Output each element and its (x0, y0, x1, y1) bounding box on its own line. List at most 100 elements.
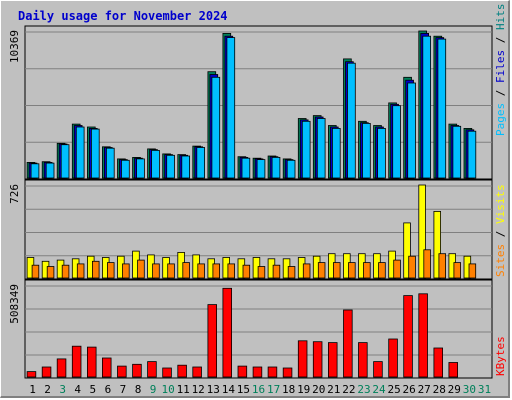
bar-kbytes-day-12 (192, 366, 202, 378)
bar-kbytes-day-21 (327, 342, 338, 378)
x-tick-label-day-6: 6 (105, 383, 112, 396)
bar-pages-day-6 (106, 147, 115, 179)
bar-sites-day-19 (302, 263, 311, 279)
bar-kbytes-day-14 (222, 287, 232, 378)
legend-item-visits: Visits (494, 184, 507, 224)
panel-requests: 10369 Pages / Files / Hits (8, 4, 507, 180)
x-tick-label-day-30: 30 (463, 383, 476, 396)
bar-visits-day-28 (433, 210, 441, 279)
bar-pages-day-24 (377, 127, 386, 179)
x-tick-label-day-4: 4 (74, 383, 81, 396)
bar-pages-day-25 (392, 105, 401, 179)
bar-kbytes-day-28 (433, 347, 443, 378)
bar-sites-day-5 (92, 260, 100, 279)
x-tick-label-day-12: 12 (192, 383, 205, 396)
x-tick-label-day-15: 15 (237, 383, 250, 396)
bar-sites-day-23 (363, 262, 371, 279)
bar-kbytes-day-8 (132, 363, 142, 378)
x-tick-label-day-16: 16 (252, 383, 265, 396)
bar-pages-day-18 (286, 159, 296, 179)
bar-pages-day-12 (196, 147, 206, 179)
legend-requests: Pages / Files / Hits (494, 4, 507, 137)
bar-pages-day-17 (271, 156, 281, 179)
bar-visits-day-26 (403, 222, 411, 279)
x-tick-label-day-10: 10 (161, 383, 174, 396)
bar-pages-day-2 (45, 162, 55, 179)
bar-sites-day-13 (212, 263, 220, 279)
x-tick-label-day-8: 8 (135, 383, 142, 396)
bar-kbytes-day-29 (448, 362, 458, 378)
x-tick-label-day-1: 1 (29, 383, 36, 396)
bar-kbytes-day-22 (343, 309, 353, 378)
bar-sites-day-11 (182, 262, 190, 279)
bar-kbytes-day-11 (177, 364, 187, 378)
bar-kbytes-day-16 (252, 366, 263, 378)
bar-kbytes-day-23 (358, 342, 368, 378)
bar-sites-day-1 (31, 264, 40, 279)
x-tick-label-day-29: 29 (448, 383, 461, 396)
x-tick-label-day-26: 26 (402, 383, 415, 396)
chart-panels: 10369 Pages / Files / Hits 726 Sites / Visi… (8, 4, 507, 379)
bar-kbytes-day-7 (117, 365, 127, 378)
bar-pages-day-28 (437, 38, 447, 179)
legend-item-hits: Hits (494, 4, 507, 31)
bar-kbytes-day-18 (282, 367, 293, 378)
x-tick-label-day-14: 14 (222, 383, 236, 396)
legend-kbytes: KBytes (494, 336, 507, 376)
x-tick-label-day-31: 31 (478, 383, 491, 396)
y-max-label-requests: 10369 (8, 30, 21, 63)
x-tick-label-day-17: 17 (267, 383, 280, 396)
bar-pages-day-27 (422, 35, 431, 179)
bar-pages-day-1 (30, 163, 40, 179)
bar-sites-day-21 (332, 262, 341, 279)
legend-separator: / (494, 83, 507, 103)
bar-pages-day-26 (407, 82, 416, 179)
bar-kbytes-day-25 (388, 338, 398, 378)
x-axis-ticks: 1 2 3 4 5 6 7 8 9 10 11 12 13 14 15 16 17 18 19 20 21 22 23 24 2… (29, 383, 491, 396)
bar-pages-day-9 (151, 149, 160, 179)
bar-sites-day-27 (423, 249, 431, 279)
bar-kbytes-day-24 (373, 361, 383, 378)
bar-pages-day-3 (60, 144, 70, 179)
x-tick-label-day-2: 2 (44, 383, 51, 396)
bar-kbytes-day-27 (418, 293, 428, 378)
bar-sites-day-3 (61, 264, 70, 279)
bar-sites-day-6 (107, 262, 115, 279)
legend-item-files: Files (494, 50, 507, 83)
x-tick-label-day-19: 19 (297, 383, 310, 396)
bar-sites-day-15 (242, 264, 251, 279)
bar-sites-day-9 (152, 263, 160, 279)
y-max-label-visits: 726 (8, 184, 21, 204)
bar-sites-day-25 (393, 259, 401, 279)
bar-sites-day-30 (468, 263, 477, 279)
bar-sites-day-10 (167, 263, 175, 279)
bar-sites-day-17 (272, 264, 281, 279)
bar-pages-day-16 (256, 159, 266, 179)
legend-item-sites: Sites (494, 244, 507, 277)
chart-title: Daily usage for November 2024 (18, 9, 228, 23)
bar-pages-day-8 (136, 158, 145, 179)
bar-pages-day-5 (91, 128, 100, 179)
bar-kbytes-day-15 (237, 365, 248, 378)
bar-kbytes-day-6 (102, 357, 112, 378)
x-tick-label-day-23: 23 (357, 383, 370, 396)
bar-visits-day-27 (418, 184, 426, 279)
bar-kbytes-day-9 (147, 361, 157, 378)
bar-sites-day-29 (453, 262, 461, 279)
bar-pages-day-11 (181, 155, 191, 179)
bar-pages-day-23 (362, 123, 371, 179)
legend-visits: Sites / Visits (494, 184, 507, 277)
bar-kbytes-day-13 (207, 304, 217, 378)
x-tick-label-day-28: 28 (433, 383, 446, 396)
bar-sites-day-16 (257, 266, 266, 279)
bar-sites-day-4 (76, 263, 85, 279)
bar-kbytes-day-4 (71, 345, 82, 378)
bar-sites-day-14 (227, 263, 235, 279)
bar-sites-day-2 (46, 266, 55, 279)
bar-kbytes-day-5 (87, 346, 97, 378)
bar-kbytes-day-1 (26, 371, 37, 378)
bar-pages-day-14 (226, 37, 236, 179)
panel-visits: 726 Sites / Visits (8, 179, 507, 280)
x-tick-label-day-3: 3 (59, 383, 66, 396)
